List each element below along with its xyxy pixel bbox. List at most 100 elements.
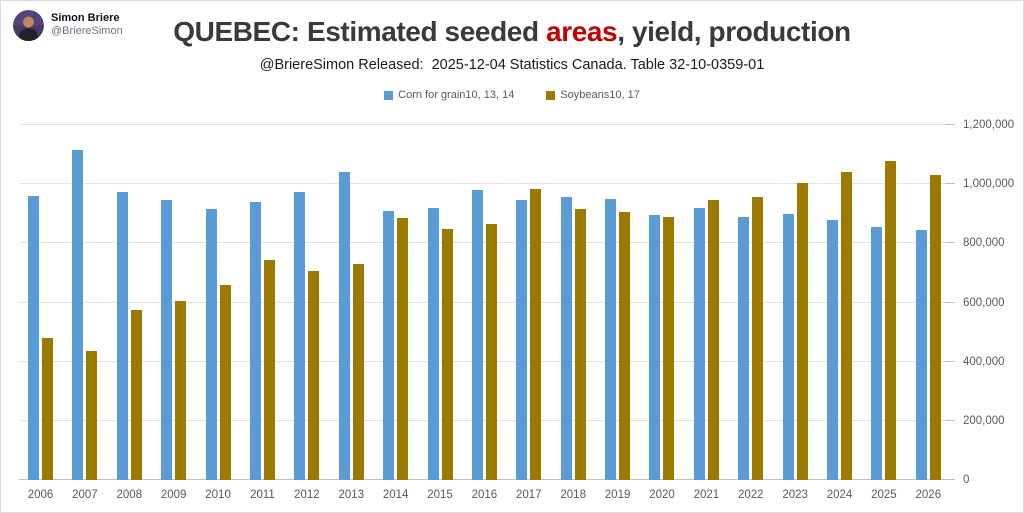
bar-soybeans-2024 [841, 172, 853, 480]
chart-subtitle: @BriereSimon Released: 2025-12-04 Statis… [259, 57, 765, 73]
bar-corn-2011 [249, 201, 261, 480]
bar-group-2013: 2013 [338, 125, 364, 501]
bar-corn-2008 [116, 191, 128, 480]
avatar-image [13, 10, 44, 41]
x-axis-label-2014: 2014 [382, 489, 409, 501]
x-axis-label-2011: 2011 [250, 489, 275, 501]
y-axis-tick [946, 419, 955, 421]
profile-block: Simon Briere @BriereSimon [13, 10, 123, 41]
bar-corn-2021 [693, 207, 705, 480]
x-axis-label-2013: 2013 [338, 489, 365, 501]
chart-title-highlight: areas [546, 16, 618, 47]
x-axis-label-2024: 2024 [826, 489, 853, 501]
bar-group-2006: 2006 [28, 125, 53, 501]
bar-corn-2022 [738, 216, 750, 480]
bar-corn-2007 [72, 150, 84, 480]
bar-group-2016: 2016 [471, 125, 497, 501]
bar-group-2014: 2014 [383, 125, 409, 501]
bar-group-2017: 2017 [516, 125, 542, 501]
legend-swatch-icon [384, 90, 394, 100]
y-axis-tick [946, 301, 955, 303]
y-axis-tick [946, 124, 955, 125]
legend-item-soybeans: Soybeans10, 17 [546, 89, 640, 101]
legend-label: Corn for grain10, 13, 14 [398, 89, 515, 101]
profile-handle: @BriereSimon [51, 25, 123, 37]
bar-group-2007: 2007 [72, 125, 98, 501]
bar-soybeans-2025 [885, 160, 897, 480]
bar-corn-2019 [605, 198, 617, 480]
bar-corn-2017 [516, 200, 528, 480]
bar-soybeans-2016 [485, 224, 497, 480]
bar-group-2024: 2024 [827, 125, 853, 501]
bar-soybeans-2007 [86, 351, 98, 480]
bar-corn-2010 [205, 209, 217, 480]
bar-group-2012: 2012 [294, 125, 320, 501]
bar-corn-2026 [915, 230, 927, 480]
bar-group-2018: 2018 [560, 125, 586, 501]
x-axis-label-2023: 2023 [782, 489, 808, 501]
bar-soybeans-2008 [130, 309, 142, 480]
x-axis-label-2026: 2026 [915, 489, 942, 501]
bar-soybeans-2010 [219, 284, 231, 480]
bar-corn-2013 [338, 172, 350, 480]
bar-corn-2020 [649, 215, 661, 480]
bar-soybeans-2021 [707, 200, 719, 480]
bar-corn-2023 [782, 213, 794, 480]
gridline [19, 183, 946, 185]
bar-soybeans-2022 [752, 197, 764, 480]
y-axis-tick [946, 242, 955, 244]
x-axis-label-2016: 2016 [471, 489, 498, 501]
bar-group-2022: 2022 [738, 125, 764, 501]
legend-item-corn: Corn for grain10, 13, 14 [384, 89, 514, 101]
x-axis-label-2007: 2007 [72, 489, 98, 501]
profile-name: Simon Briere [51, 12, 120, 24]
bar-corn-2025 [871, 227, 883, 480]
bar-corn-2015 [427, 207, 439, 480]
x-axis-label-2009: 2009 [160, 489, 187, 501]
bar-group-2023: 2023 [782, 125, 808, 501]
avatar [13, 10, 44, 41]
bar-soybeans-2009 [175, 301, 187, 480]
bar-corn-2016 [471, 190, 483, 480]
chart-title: QUEBEC: Estimated seeded areas, yield, p… [1, 16, 1023, 48]
bar-soybeans-2019 [619, 212, 631, 480]
y-axis-label: 600,000 [963, 296, 1005, 309]
x-axis-label-2010: 2010 [205, 489, 231, 501]
x-axis-label-2020: 2020 [649, 489, 675, 501]
bar-soybeans-2013 [352, 264, 364, 480]
x-axis-label-2017: 2017 [516, 489, 542, 501]
bar-group-2025: 2025 [871, 125, 897, 501]
x-axis-label-2008: 2008 [116, 489, 143, 501]
bar-soybeans-2011 [263, 259, 275, 480]
bar-corn-2006 [28, 196, 39, 480]
y-axis-label: 1,200,000 [963, 119, 1015, 131]
bar-soybeans-2015 [441, 228, 453, 480]
bar-group-2008: 2008 [116, 125, 142, 501]
x-axis-label-2018: 2018 [560, 489, 586, 501]
x-axis-label-2021: 2021 [693, 489, 720, 501]
bar-corn-2014 [383, 210, 395, 480]
y-axis-label: 0 [963, 474, 970, 486]
bar-group-2015: 2015 [427, 125, 453, 501]
bar-soybeans-2012 [308, 271, 320, 480]
bar-soybeans-2026 [929, 175, 941, 480]
y-axis-tick [946, 360, 955, 362]
chart-title-suffix: , yield, production [617, 16, 851, 47]
bar-corn-2024 [827, 219, 839, 480]
bar-soybeans-2020 [663, 216, 675, 480]
bar-group-2026: 2026 [915, 125, 941, 501]
bar-group-2010: 2010 [205, 125, 231, 501]
gridline [19, 124, 946, 125]
x-axis-label-2012: 2012 [294, 489, 320, 501]
chart-title-prefix: QUEBEC: Estimated seeded [173, 16, 547, 47]
legend: Corn for grain10, 13, 14 Soybeans10, 17 [1, 89, 1023, 101]
bar-soybeans-2014 [397, 218, 409, 480]
bar-soybeans-2017 [530, 188, 542, 480]
legend-swatch-icon [546, 90, 556, 100]
bar-corn-2012 [294, 191, 306, 480]
y-axis-label: 1,000,000 [963, 178, 1015, 191]
bar-group-2019: 2019 [605, 125, 631, 501]
bar-group-2009: 2009 [161, 125, 187, 501]
bar-corn-2018 [560, 197, 572, 480]
